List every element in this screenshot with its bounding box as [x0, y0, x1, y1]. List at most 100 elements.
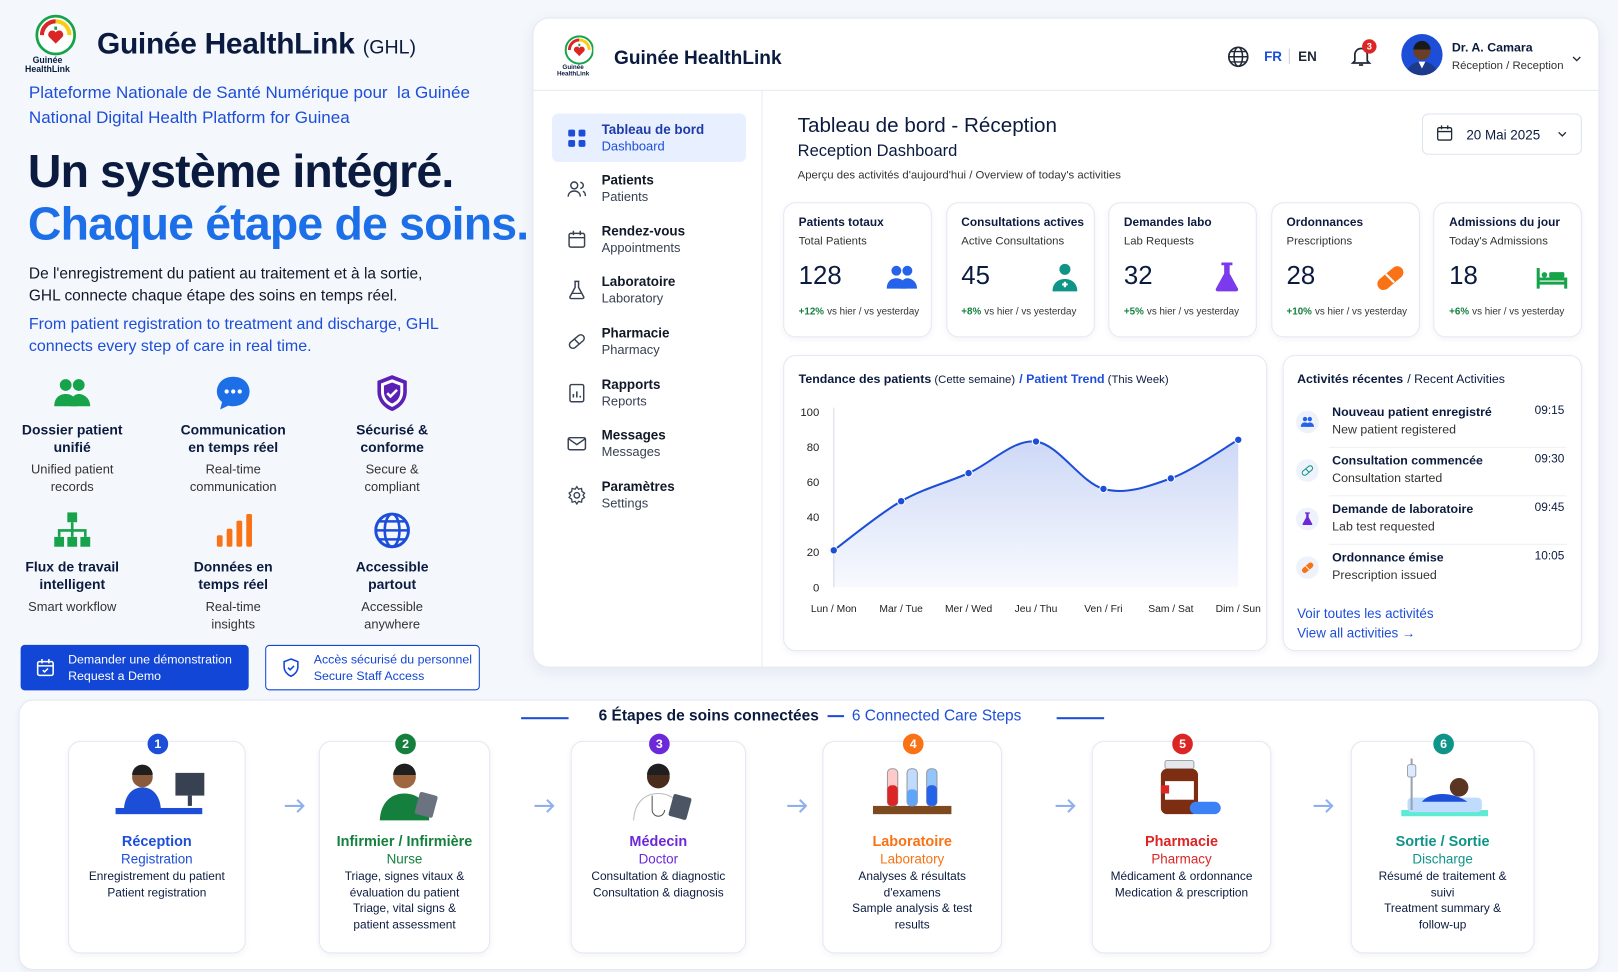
icon-shape: [578, 139, 586, 147]
icon-shape: [1302, 416, 1308, 422]
activity-time: 09:45: [1534, 501, 1565, 514]
icon-shape: [231, 389, 236, 394]
illustration-shape: [1165, 781, 1194, 800]
icon-shape: [568, 230, 586, 248]
icon-shape: [573, 46, 585, 57]
icon-shape: [54, 379, 91, 407]
icon-shape: [1228, 50, 1248, 63]
header-divider: [533, 89, 1599, 91]
icon-shape: [1301, 562, 1314, 573]
intro-fr: De l'enregistrement du patient au traite…: [28, 265, 423, 305]
stat-change: +5% vs hier / vs yesterday: [1124, 306, 1239, 317]
x-tick-label: Dim / Sun: [1216, 604, 1261, 615]
button[interactable]: Accès sécurisé du personnel Secure Staff …: [265, 644, 480, 691]
feature-subtitle: Secure & compliant: [364, 462, 420, 495]
step-title: Réception: [121, 832, 192, 850]
step-desc-fr: Résumé de traitement & suivi: [1378, 870, 1507, 900]
step-illustration: [572, 754, 745, 823]
icon-shape: [246, 514, 252, 547]
activities-title: Activités récentes / Recent Activities: [1297, 371, 1505, 385]
step-illustration: [320, 754, 489, 823]
nav-label: Pharmacie: [601, 324, 670, 341]
nav-item[interactable]: Tableau de bord Dashboard: [552, 113, 747, 163]
icon-shape: [237, 389, 242, 394]
icon-shape: [1215, 263, 1239, 292]
button[interactable]: Demander une démonstration Request a Demo: [20, 644, 249, 691]
stat-value: 45: [961, 261, 991, 290]
nav-item[interactable]: Pharmacie Pharmacy: [552, 317, 746, 365]
nav-item[interactable]: Patients Patients: [552, 164, 746, 212]
point: [1031, 437, 1041, 446]
step-desc-en: Patient registration: [107, 886, 207, 900]
feature-title: Communication en temps réel: [180, 422, 286, 456]
nav-icon: [567, 178, 588, 199]
step-number: 6: [1433, 733, 1454, 755]
stat-icon: [1536, 261, 1569, 294]
illustration-shape: [633, 763, 692, 823]
step-arrow: [532, 794, 559, 817]
icon-shape: [569, 230, 585, 239]
logo-mark: [35, 14, 77, 56]
nav-item[interactable]: Messages Messages: [552, 420, 746, 468]
illustration-shape: [175, 772, 205, 796]
activity-title: Nouveau patient enregistré: [1332, 404, 1492, 419]
nav-item[interactable]: Rendez-vous Appointments: [552, 215, 746, 263]
icon-shape: [568, 232, 586, 248]
icon-shape: [1557, 131, 1566, 137]
date-picker[interactable]: 20 Mai 2025: [1421, 113, 1582, 155]
nav-item[interactable]: Rapports Reports: [552, 369, 746, 417]
stat-value: 18: [1449, 261, 1478, 290]
stat-card: Ordonnances Prescriptions 28 +10% vs hier / …: [1271, 202, 1420, 338]
x-tick-label: Mar / Tue: [879, 604, 923, 615]
logo: Guinée HealthLink: [557, 35, 599, 77]
icon-shape: [567, 437, 587, 451]
activity-time: 09:15: [1534, 404, 1565, 417]
step-desc-fr: Analyses & résultats d'examens: [858, 870, 966, 900]
nav-icon: [567, 229, 588, 250]
nav-item[interactable]: Laboratoire Laboratory: [552, 266, 746, 314]
language[interactable]: FR: [1264, 48, 1282, 64]
nav-item[interactable]: Paramètres Settings: [552, 471, 746, 519]
stat-change-note: vs hier / vs yesterday: [984, 306, 1077, 318]
icon-shape: [573, 491, 581, 499]
icon-shape: [67, 536, 78, 547]
step-number: 5: [1172, 733, 1193, 755]
feature-icon: [320, 511, 464, 552]
stat-change-value: +6%: [1449, 306, 1470, 318]
button-text: Demander une démonstration Request a Demo: [68, 651, 232, 684]
activities-link[interactable]: Voir toutes les activités: [1297, 605, 1434, 622]
icon-shape: [374, 512, 410, 549]
icon-shape: [1437, 125, 1453, 141]
button-sublabel: Secure Staff Access: [313, 668, 425, 684]
icon-shape: [900, 278, 918, 289]
icon-shape: [1542, 272, 1548, 278]
icon-shape: [1302, 512, 1313, 526]
illustration-shape: [115, 764, 205, 815]
language[interactable]: EN: [1288, 48, 1317, 64]
feature-title: Accessible partout: [355, 559, 429, 593]
x-tick-label: Jeu / Thu: [1015, 604, 1058, 615]
activities-link-en[interactable]: View all activities →: [1297, 625, 1416, 641]
step-desc-en: Consultation & diagnosis: [593, 886, 724, 900]
nav-icon: [567, 434, 588, 455]
y-tick-label: 0: [813, 582, 819, 594]
step-title: Médecin: [629, 832, 688, 850]
activity-time: 09:30: [1534, 452, 1565, 466]
user-role: Réception / Reception: [1451, 59, 1564, 73]
stat-change-value: +12%: [798, 306, 825, 318]
step-title-en: Doctor: [638, 851, 679, 867]
step-card: 2 Infirmier / Infirmière Nurse Triage, sign…: [318, 733, 491, 954]
illustration-shape: [872, 768, 952, 815]
feature-title: Flux de travail intelligent: [25, 559, 120, 593]
icon-shape: [377, 375, 407, 412]
feature-subtitle: Real-time communication: [189, 462, 277, 495]
illustration-shape: [379, 763, 438, 823]
step-title-en: Registration: [121, 851, 193, 867]
brand-abbr: (GHL): [362, 37, 417, 59]
feature: Dossier patient unifié Unified patient re…: [0, 374, 144, 497]
icon-shape: [1413, 40, 1431, 50]
icon-shape: [224, 389, 229, 394]
illustration-shape: [926, 785, 937, 806]
stat-change-note: vs hier / vs yesterday: [1146, 306, 1239, 318]
nav-sublabel: Laboratory: [601, 291, 664, 306]
